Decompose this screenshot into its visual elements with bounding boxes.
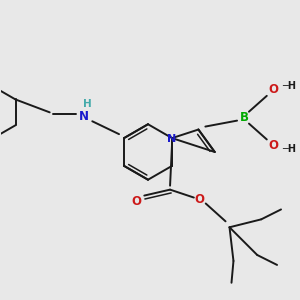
Text: O: O — [269, 83, 279, 96]
Text: N: N — [80, 110, 89, 123]
Text: B: B — [239, 111, 248, 124]
Text: ─H: ─H — [283, 81, 297, 91]
Text: N: N — [167, 134, 177, 144]
Text: O: O — [269, 139, 279, 152]
Text: ─H: ─H — [283, 144, 297, 154]
Text: O: O — [131, 195, 141, 208]
Text: H: H — [83, 99, 92, 110]
Text: O: O — [195, 193, 205, 206]
